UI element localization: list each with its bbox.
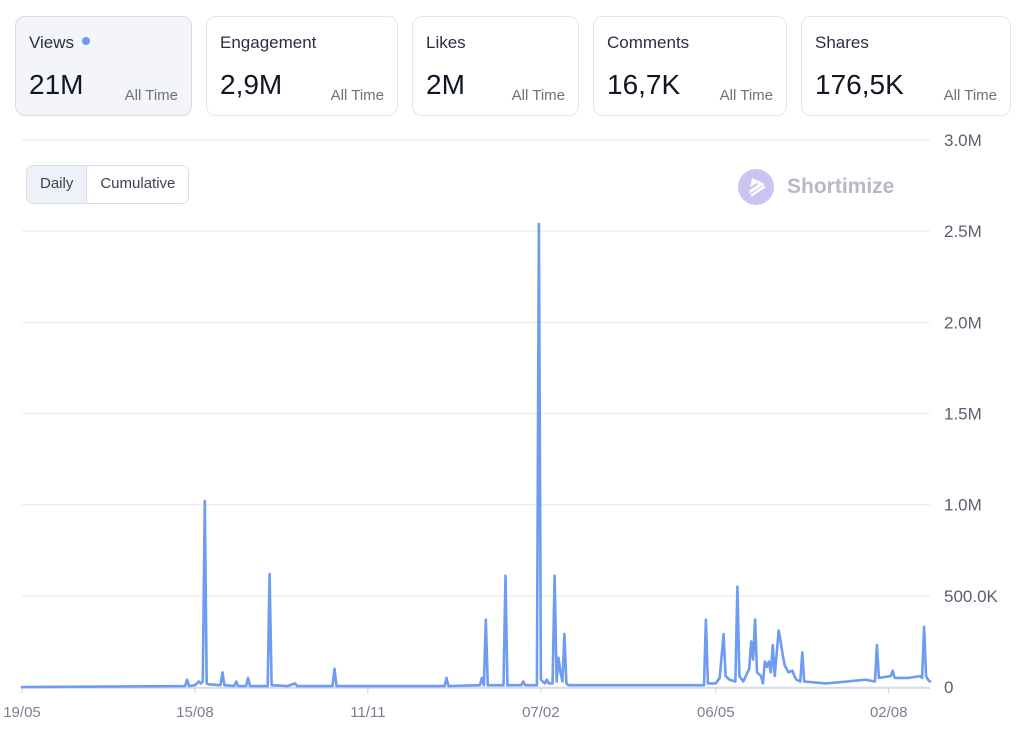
y-tick-label: 2.5M [944, 222, 982, 241]
x-tick-label: 15/08 [176, 704, 214, 721]
metric-period: All Time [124, 87, 178, 104]
metric-value: 21M [29, 69, 84, 100]
metric-card-engagement[interactable]: Engagement 2,9M All Time [206, 16, 398, 116]
x-tick-label: 19/05 [3, 704, 41, 721]
metric-label: Views [29, 33, 91, 53]
metric-cards: Views 21M All Time Engagement 2,9M All T… [0, 0, 1024, 130]
metric-label: Comments [607, 33, 690, 52]
y-tick-label: 0 [944, 678, 953, 697]
metric-card-likes[interactable]: Likes 2M All Time [412, 16, 579, 116]
metric-label: Engagement [220, 33, 317, 52]
metric-label: Likes [426, 33, 466, 52]
y-tick-label: 3.0M [944, 131, 982, 150]
views-line-chart: 3.0M 2.5M 2.0M 1.5M 1.0M 500.0K 0 19/05 15/08 11/… [3, 131, 999, 721]
y-tick-label: 500.0K [944, 587, 999, 606]
y-tick-label: 2.0M [944, 313, 982, 332]
chart-mode-toggle: Daily Cumulative [26, 165, 190, 204]
y-tick-label: 1.0M [944, 496, 982, 515]
views-series-line [20, 222, 932, 689]
metric-period: All Time [943, 87, 997, 104]
x-tick-label: 11/11 [350, 704, 385, 721]
metric-value: 2,9M [220, 69, 283, 100]
shortimize-logo-icon [738, 169, 774, 205]
x-tick-label: 07/02 [522, 704, 560, 721]
metric-period: All Time [719, 87, 773, 104]
cumulative-toggle-button[interactable]: Cumulative [86, 166, 189, 203]
metric-label: Shares [815, 33, 869, 52]
metric-value: 176,5K [815, 69, 904, 100]
metric-card-comments[interactable]: Comments 16,7K All Time [593, 16, 787, 116]
metric-period: All Time [330, 87, 384, 104]
x-tick-label: 02/08 [870, 704, 908, 721]
metric-period: All Time [511, 87, 565, 104]
metric-value: 2M [426, 69, 465, 100]
x-tick-label: 06/05 [697, 704, 735, 721]
y-tick-label: 1.5M [944, 405, 982, 424]
daily-toggle-button[interactable]: Daily [27, 166, 87, 203]
metric-card-views[interactable]: Views 21M All Time [15, 16, 192, 116]
metric-value: 16,7K [607, 69, 681, 100]
brand-name: Shortimize [787, 175, 895, 198]
active-dot-icon [82, 37, 91, 45]
brand-watermark: Shortimize [737, 168, 894, 206]
metric-card-shares[interactable]: Shares 176,5K All Time [801, 16, 1011, 116]
